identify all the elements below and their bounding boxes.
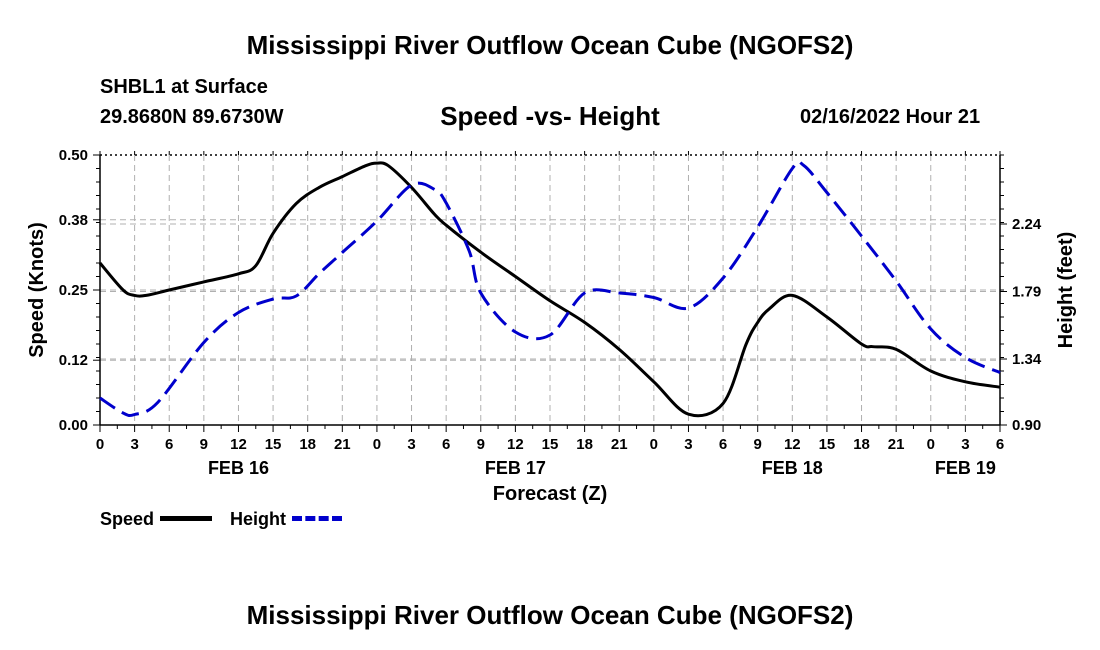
x-tick-label: 3 [684,436,692,453]
y-axis-title: Speed (Knots) [26,222,48,358]
x-date-label: FEB 17 [485,458,546,478]
chart-title-main: Mississippi River Outflow Ocean Cube (NG… [246,30,854,60]
station-name: SHBL1 at Surface [100,76,268,98]
x-tick-label: 15 [819,436,836,453]
x-date-label: FEB 18 [762,458,823,478]
y-tick-label: 0.25 [59,282,88,299]
x-tick-label: 0 [96,436,104,453]
x-tick-label: 21 [611,436,628,453]
x-tick-label: 9 [200,436,208,453]
x-tick-label: 18 [299,436,316,453]
x-tick-label: 12 [784,436,801,453]
y2-tick-label: 2.24 [1012,216,1042,233]
x-tick-label: 3 [407,436,415,453]
x-tick-label: 3 [130,436,138,453]
legend-speed-swatch [160,516,212,521]
x-tick-label: 18 [576,436,593,453]
x-tick-label: 12 [507,436,524,453]
x-tick-label: 15 [542,436,559,453]
series-line-height [99,160,1001,418]
x-date-label: FEB 19 [935,458,996,478]
x-tick-label: 21 [888,436,905,453]
legend-height-label: Height [230,509,286,529]
y2-axis-title: Height (feet) [1055,232,1077,349]
x-tick-label: 6 [442,436,450,453]
x-tick-label: 6 [165,436,173,453]
x-tick-label: 6 [996,436,1004,453]
y-tick-label: 0.00 [59,417,88,434]
footer-title: Mississippi River Outflow Ocean Cube (NG… [246,600,854,630]
station-coordinates: 29.8680N 89.6730W [100,106,284,128]
x-tick-label: 21 [334,436,351,453]
forecast-timestamp: 02/16/2022 Hour 21 [800,106,981,128]
x-tick-label: 0 [373,436,381,453]
x-tick-label: 12 [230,436,247,453]
y2-tick-label: 1.79 [1012,284,1041,301]
y2-tick-label: 1.34 [1012,351,1042,368]
legend-speed-label: Speed [100,509,155,529]
x-tick-label: 18 [853,436,870,453]
x-tick-label: 15 [265,436,282,453]
y-tick-label: 0.38 [59,212,88,229]
x-date-label: FEB 16 [208,458,269,478]
y2-tick-label: 0.90 [1012,417,1041,434]
y-tick-label: 0.50 [59,147,88,164]
legend-height-swatch [292,516,342,521]
x-tick-label: 9 [754,436,762,453]
series-line-speed [98,161,1001,418]
x-axis-title: Forecast (Z) [493,483,607,505]
x-tick-label: 3 [961,436,969,453]
chart-subtitle: Speed -vs- Height [440,101,660,131]
y-tick-label: 0.12 [59,352,88,369]
x-tick-label: 6 [719,436,727,453]
x-tick-label: 0 [650,436,658,453]
x-tick-label: 9 [477,436,485,453]
x-tick-label: 0 [927,436,935,453]
